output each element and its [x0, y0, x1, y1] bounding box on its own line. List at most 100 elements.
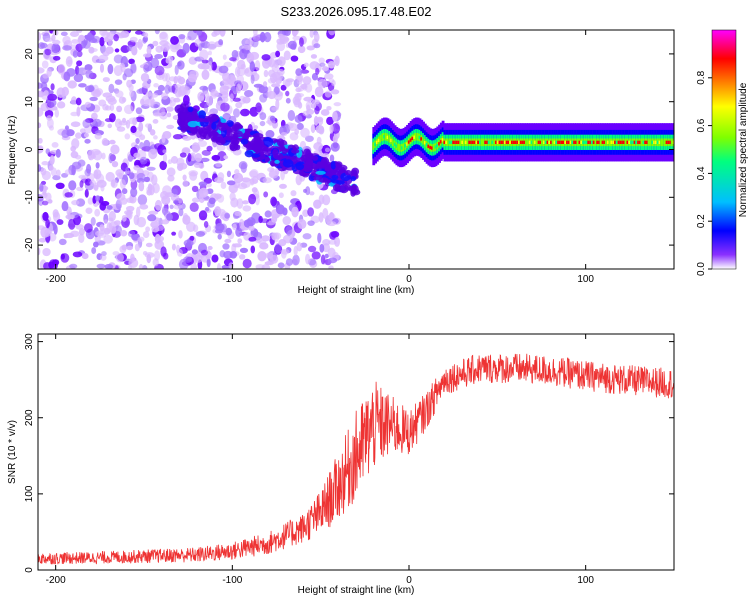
spectrogram-cell [99, 63, 105, 73]
spectrogram-cell [473, 140, 477, 145]
spectrogram-cell [374, 142, 377, 147]
spectrogram-cell [562, 140, 566, 145]
spectrogram-cell [76, 30, 83, 34]
spectrogram-cell [482, 140, 486, 145]
spectrogram-cell [96, 263, 106, 269]
spectrogram-cell [83, 223, 93, 233]
spectrogram-cell [283, 30, 291, 37]
spectrogram-cell [199, 157, 210, 163]
spectrogram-cell [171, 243, 176, 251]
spectrogram-cell [331, 179, 340, 184]
spectrogram-cell [100, 185, 105, 192]
spectrogram-cell [139, 142, 144, 150]
spectrogram-cell [101, 152, 106, 160]
spectrogram-cell [295, 68, 303, 77]
spectrogram-cell [136, 216, 147, 228]
snr-frame [37, 333, 675, 571]
spectrogram-cell [294, 114, 303, 123]
spectrogram-cell [630, 140, 633, 145]
spectrogram-cell [199, 49, 209, 61]
spectrogram-cell [141, 265, 148, 269]
spectrogram-cell [329, 154, 335, 163]
spectrogram-cell [282, 216, 291, 226]
spectrogram-cell [660, 140, 664, 145]
spectrogram-cell [436, 143, 440, 148]
spectrogram-cell [39, 182, 44, 192]
spectrogram-cell [120, 30, 130, 38]
spectrogram-cell [544, 140, 548, 145]
spectrogram-cell [153, 143, 163, 150]
spectrogram-cell [201, 59, 209, 64]
spectrogram-cell [46, 118, 54, 129]
spectrogram-cell [42, 211, 49, 221]
spectrogram-cell [290, 55, 299, 62]
snr-y-tick-label: 200 [24, 409, 35, 426]
spectrogram-cell [307, 220, 315, 226]
spectrogram-cell [196, 129, 202, 139]
spectrogram-cell [67, 59, 73, 65]
spectrogram-cell [224, 238, 232, 244]
spectrogram-cell [189, 70, 199, 80]
spectrogram-cell [316, 116, 324, 123]
spectrogram-cell [259, 112, 267, 121]
spectrogram-cell [130, 125, 137, 134]
spectrogram-cell [291, 206, 299, 218]
spectrogram-cell [324, 147, 331, 153]
spectrogram-cell [169, 204, 174, 210]
spectrogram-cell [406, 142, 409, 146]
spectrogram-cell [118, 96, 126, 104]
spectrogram-cell [315, 124, 325, 134]
spectrogram-cell [78, 34, 85, 42]
spectrogram-cell [166, 213, 173, 221]
spectrogram-cell [203, 221, 209, 228]
spectrogram-cell [55, 169, 61, 177]
spectrogram-cell [131, 45, 138, 56]
spectrogram-cell [197, 95, 205, 102]
spectrogram-cell [204, 206, 210, 212]
spectrogram-cell [240, 138, 249, 145]
spectrogram-cell [314, 86, 324, 98]
spectrogram-cell [279, 183, 287, 189]
spectrogram-cell [535, 140, 539, 145]
spectrogram-cell [249, 51, 260, 60]
spectrogram-cell [612, 140, 616, 145]
spectrogram-cell [621, 140, 624, 145]
spectrogram-cell [71, 138, 80, 149]
spectrogram-cell [147, 214, 157, 222]
spectrogram-cell [118, 120, 129, 126]
spectrogram-cell [60, 31, 68, 37]
spectrogram-cell [63, 71, 71, 82]
spectrogram-cell [101, 138, 109, 146]
spectrogram-cell [464, 140, 468, 145]
spectrogram-cell [276, 138, 285, 147]
spectrogram-cell [606, 140, 610, 145]
spectrogram-cell [124, 133, 131, 140]
spectrogram-cell [644, 140, 648, 145]
spectrogram-cell [251, 187, 258, 193]
spectrogram-cell [84, 189, 89, 198]
spectrogram-cell [498, 140, 502, 145]
spectrogram-cell [546, 140, 550, 145]
spectrogram-cell [427, 144, 431, 149]
spectrogram-cell [328, 30, 336, 36]
spectrogram-cell [239, 48, 248, 60]
spectrogram-cell [263, 191, 269, 198]
spectrogram-cell [89, 96, 98, 102]
spectrogram-cell [38, 122, 42, 129]
spectrogram-cell [113, 54, 124, 64]
spectrogram-cell [305, 253, 311, 265]
spectrogram-cell [148, 210, 159, 215]
spectrogram-cell [106, 205, 113, 210]
colorbar-tick-label: 0.4 [696, 166, 707, 180]
spectrogram-cell [38, 107, 44, 117]
spectrogram-cell [164, 84, 171, 94]
spectrogram-cell [285, 226, 293, 236]
spectrogram-cell [310, 169, 317, 177]
spectrogram-cell [114, 79, 123, 85]
spectrogram-cell [182, 180, 189, 188]
spectrogram-cell [121, 188, 128, 195]
spectrogram-cell [198, 118, 205, 123]
spectrogram-cell [302, 76, 312, 85]
spectrogram-cell [315, 170, 326, 175]
